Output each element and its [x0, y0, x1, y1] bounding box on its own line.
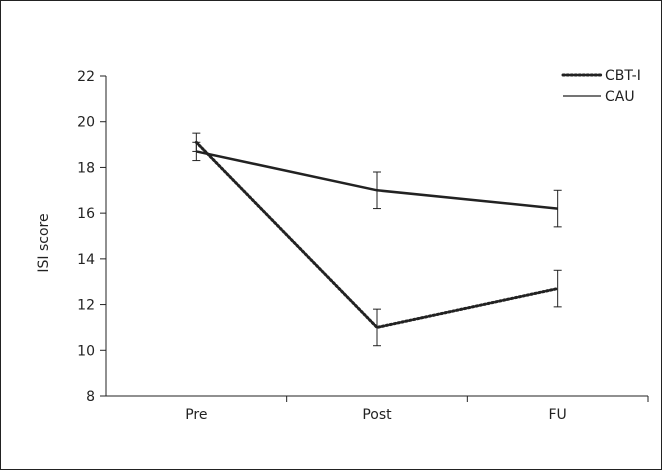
y-tick-label: 8 [86, 389, 95, 405]
x-ticks: Pre Post FU [185, 396, 649, 423]
legend-item: CBT-I [561, 68, 641, 84]
legend: CBT-I CAU [561, 68, 641, 105]
y-tick-label: 12 [77, 298, 95, 314]
series-line [194, 140, 560, 330]
x-tick-label: Pre [185, 407, 207, 423]
x-tick-label: FU [549, 407, 567, 423]
axes [105, 76, 648, 397]
error-bar [192, 141, 201, 162]
error-bar [553, 189, 562, 228]
legend-label: CBT-I [605, 68, 641, 84]
error-bar [373, 308, 381, 347]
error-bar [553, 269, 562, 308]
y-tick-label: 18 [77, 160, 95, 176]
x-tick-label: Post [362, 407, 392, 423]
y-tick-label: 14 [77, 252, 95, 268]
y-tick-label: 20 [77, 115, 95, 131]
series-group [192, 132, 562, 347]
y-ticks: 8 10 12 14 16 18 20 22 [77, 69, 106, 405]
y-tick-label: 16 [77, 206, 95, 222]
y-axis-label: ISI score [36, 213, 52, 272]
y-tick-label: 22 [77, 69, 95, 85]
series-cbt-i [192, 132, 562, 347]
error-bar [373, 171, 381, 210]
legend-item: CAU [563, 89, 635, 105]
y-tick-label: 10 [77, 343, 95, 359]
series-cau [192, 141, 562, 228]
legend-label: CAU [605, 89, 635, 105]
